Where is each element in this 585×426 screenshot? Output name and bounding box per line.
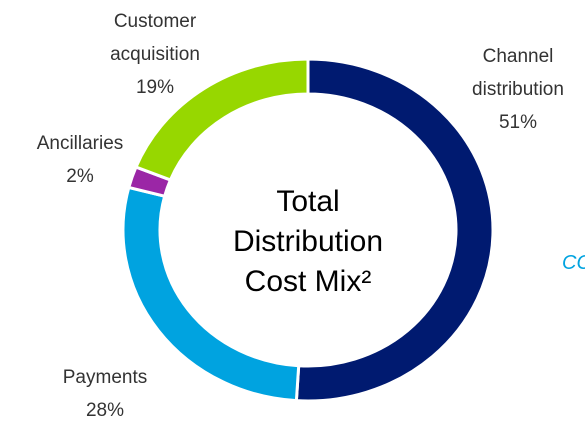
donut-segment	[133, 57, 310, 182]
value-label: 2%	[66, 166, 94, 187]
donut-segment	[294, 57, 495, 403]
value-label: 51%	[498, 112, 538, 133]
slice-label: Channel distribution 51%	[448, 40, 585, 139]
side-text: CO	[562, 252, 585, 274]
value-label: 28%	[85, 400, 125, 421]
value-label: 19%	[135, 77, 175, 98]
category-label: Customer acquisition	[110, 11, 200, 65]
slice-label: Payments 28%	[35, 361, 175, 426]
slice-label: Ancillaries 2%	[10, 127, 150, 193]
category-label: Channel distribution	[472, 46, 564, 100]
slice-label: Customer acquisition 19%	[85, 5, 225, 104]
category-label: Ancillaries	[36, 133, 124, 154]
category-label: Payments	[62, 367, 148, 388]
chart-title: Total Distribution Cost Mix²	[232, 185, 384, 298]
